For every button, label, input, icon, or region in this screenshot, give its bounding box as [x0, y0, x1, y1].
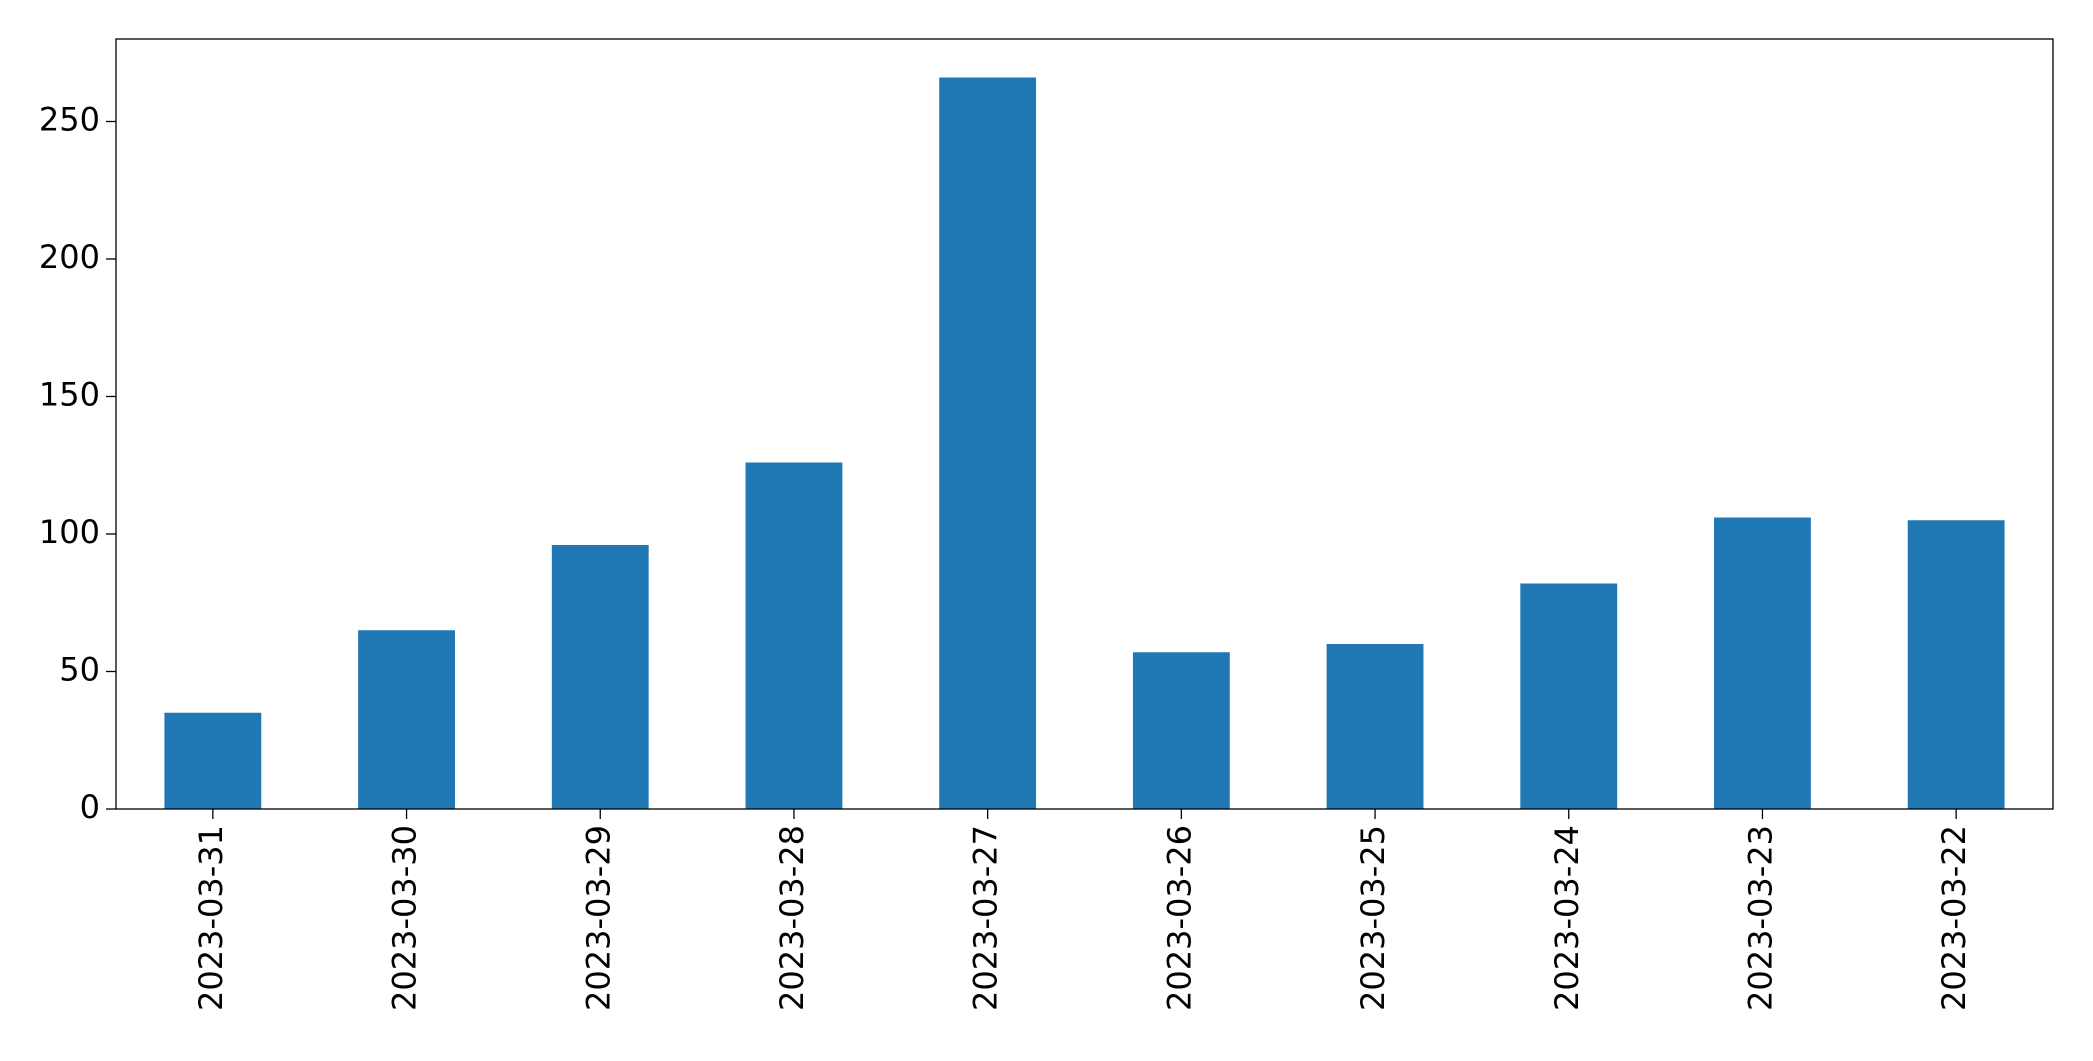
y-tick-label: 200 [39, 238, 100, 276]
bar [358, 630, 455, 809]
x-tick-label: 2023-03-29 [579, 825, 617, 1011]
y-tick-label: 100 [39, 513, 100, 551]
x-tick-label: 2023-03-22 [1935, 825, 1973, 1011]
x-tick-label: 2023-03-26 [1160, 825, 1198, 1011]
bar [551, 545, 649, 809]
bar [164, 712, 262, 809]
bar [1520, 583, 1618, 809]
bar [1326, 644, 1424, 809]
bar [1714, 517, 1811, 809]
plot-frame [115, 38, 2054, 810]
x-tick-label: 2023-03-28 [773, 825, 811, 1011]
x-tick-label: 2023-03-24 [1548, 825, 1586, 1011]
bar [1132, 652, 1230, 809]
bar [745, 462, 843, 809]
y-tick-label: 150 [39, 376, 100, 414]
bar [939, 77, 1037, 809]
y-tick-label: 0 [80, 788, 100, 826]
y-tick-label: 250 [39, 101, 100, 139]
bar [1907, 520, 2005, 809]
x-tick-label: 2023-03-27 [967, 825, 1005, 1011]
x-tick-label: 2023-03-23 [1741, 825, 1779, 1011]
y-tick-label: 50 [59, 651, 100, 689]
x-tick-label: 2023-03-30 [386, 825, 424, 1011]
x-tick-label: 2023-03-31 [192, 825, 230, 1011]
x-tick-label: 2023-03-25 [1354, 825, 1392, 1011]
